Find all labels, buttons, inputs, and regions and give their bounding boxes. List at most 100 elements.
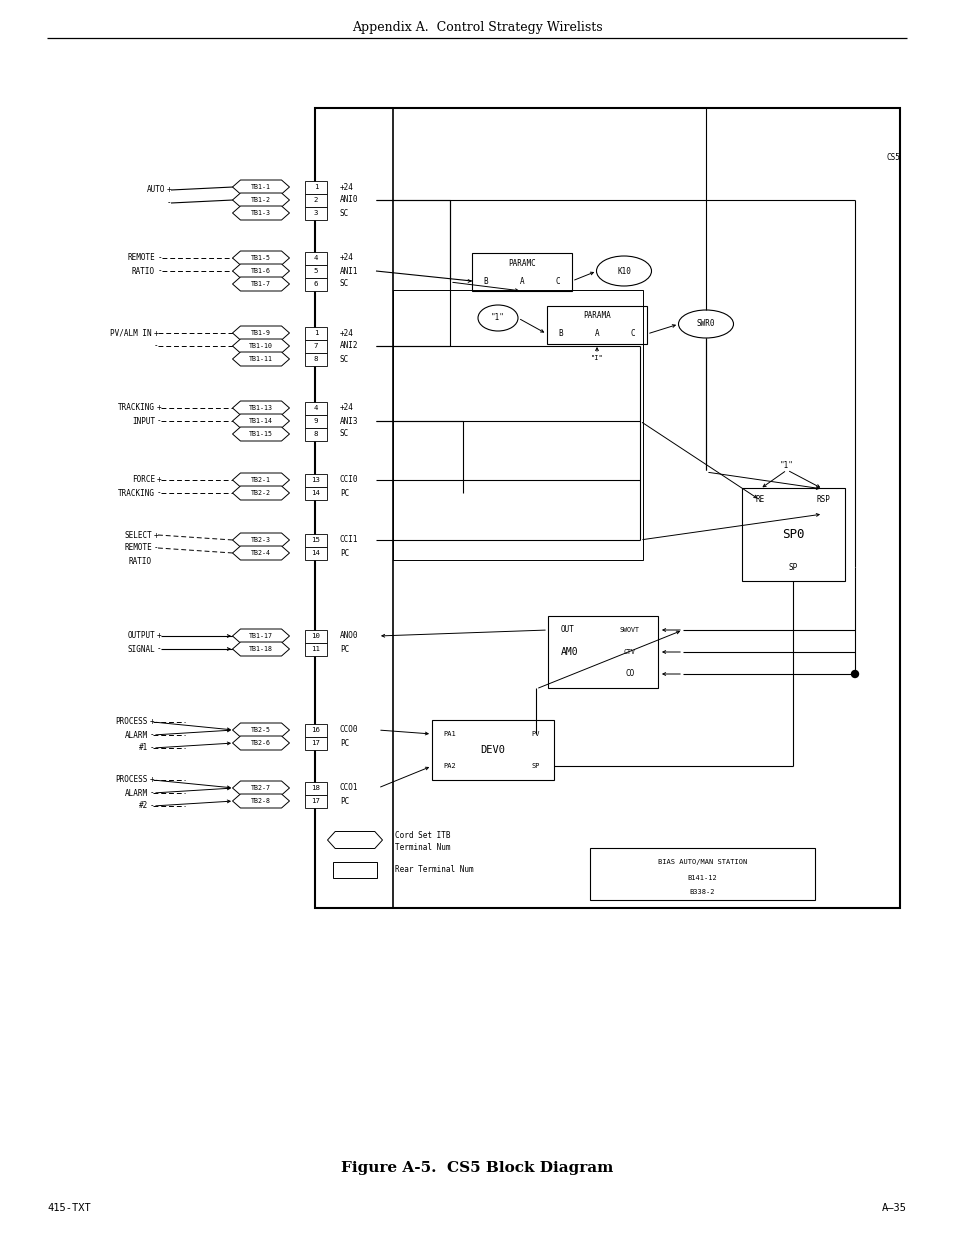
Text: SP: SP: [531, 763, 539, 769]
Polygon shape: [233, 401, 289, 415]
Text: 11: 11: [312, 646, 320, 652]
Ellipse shape: [678, 310, 733, 338]
Text: 7: 7: [314, 343, 318, 350]
Text: RE: RE: [755, 495, 763, 505]
Text: Appendix A.  Control Strategy Wirelists: Appendix A. Control Strategy Wirelists: [352, 21, 601, 35]
Text: +24: +24: [339, 404, 354, 412]
Text: TB1-1: TB1-1: [251, 184, 271, 190]
Text: 14: 14: [312, 550, 320, 556]
Polygon shape: [233, 534, 289, 547]
Text: -: -: [150, 788, 154, 798]
Text: B338-2: B338-2: [689, 889, 715, 895]
Text: ANI1: ANI1: [339, 267, 358, 275]
Bar: [305, 795, 327, 808]
Text: 13: 13: [312, 477, 320, 483]
Text: TB1-9: TB1-9: [251, 330, 271, 336]
Text: CCI1: CCI1: [339, 536, 358, 545]
Text: TB1-6: TB1-6: [251, 268, 271, 274]
Text: 18: 18: [312, 785, 320, 790]
Text: 10: 10: [312, 634, 320, 638]
Text: B141-12: B141-12: [687, 876, 717, 881]
Bar: [305, 487, 327, 500]
Text: C: C: [630, 330, 635, 338]
Text: 6: 6: [314, 282, 318, 287]
Text: 5: 5: [314, 268, 318, 274]
Polygon shape: [233, 414, 289, 429]
Text: ANO0: ANO0: [339, 631, 358, 641]
Text: BIAS AUTO/MAN STATION: BIAS AUTO/MAN STATION: [658, 860, 746, 864]
Text: TRACKING: TRACKING: [118, 404, 154, 412]
Text: INPUT: INPUT: [132, 416, 154, 426]
Text: TB1-3: TB1-3: [251, 210, 271, 216]
Text: SWOVT: SWOVT: [619, 627, 639, 634]
Text: ANI3: ANI3: [339, 416, 358, 426]
Text: +24: +24: [339, 253, 354, 263]
Bar: [305, 266, 327, 278]
Text: CCO1: CCO1: [339, 783, 358, 793]
Text: +24: +24: [339, 183, 354, 191]
Text: CS5: CS5: [885, 153, 899, 163]
Text: 4: 4: [314, 405, 318, 411]
Text: Figure A-5.  CS5 Block Diagram: Figure A-5. CS5 Block Diagram: [340, 1161, 613, 1174]
Text: "1": "1": [780, 462, 793, 471]
Text: TB2-6: TB2-6: [251, 740, 271, 746]
Text: 415-TXT: 415-TXT: [47, 1203, 91, 1213]
Text: PC: PC: [339, 645, 349, 653]
Text: +: +: [157, 404, 161, 412]
Text: PC: PC: [339, 739, 349, 747]
Bar: [589, 848, 814, 900]
Text: SC: SC: [339, 430, 349, 438]
Bar: [314, 107, 899, 908]
Polygon shape: [233, 277, 289, 291]
Text: PARAMC: PARAMC: [508, 258, 536, 268]
Bar: [305, 643, 327, 656]
Text: AUTO: AUTO: [147, 185, 165, 194]
Text: RSP: RSP: [815, 495, 829, 505]
Text: RATIO: RATIO: [129, 557, 152, 566]
Polygon shape: [233, 736, 289, 750]
Text: +: +: [157, 631, 161, 641]
Text: -: -: [153, 543, 158, 552]
Text: REMOTE: REMOTE: [124, 543, 152, 552]
Text: C: C: [555, 277, 559, 285]
Text: TB1-18: TB1-18: [249, 646, 273, 652]
Text: -: -: [157, 489, 161, 498]
Text: TB1-5: TB1-5: [251, 254, 271, 261]
Text: Cord Set ITB: Cord Set ITB: [395, 830, 450, 840]
Bar: [305, 403, 327, 415]
Text: OUTPUT: OUTPUT: [127, 631, 154, 641]
Text: CTV: CTV: [623, 650, 636, 655]
Bar: [546, 306, 646, 345]
Text: OUT: OUT: [560, 625, 575, 635]
Polygon shape: [327, 831, 382, 848]
Text: PC: PC: [339, 489, 349, 498]
Bar: [305, 547, 327, 559]
Text: TB1-10: TB1-10: [249, 343, 273, 350]
Text: SC: SC: [339, 354, 349, 363]
Text: TB2-1: TB2-1: [251, 477, 271, 483]
Polygon shape: [233, 794, 289, 808]
Text: SC: SC: [339, 279, 349, 289]
Text: TB1-17: TB1-17: [249, 634, 273, 638]
Text: TB1-11: TB1-11: [249, 356, 273, 362]
Text: TB1-7: TB1-7: [251, 282, 271, 287]
Polygon shape: [233, 193, 289, 207]
Bar: [305, 194, 327, 207]
Text: -: -: [158, 267, 162, 275]
Bar: [305, 353, 327, 366]
Text: "1": "1": [491, 314, 504, 322]
Text: PROCESS: PROCESS: [115, 776, 148, 784]
Text: -: -: [157, 645, 161, 653]
Polygon shape: [233, 722, 289, 737]
Text: DEV0: DEV0: [480, 745, 505, 755]
Text: REMOTE: REMOTE: [127, 253, 154, 263]
Text: SIGNAL: SIGNAL: [127, 645, 154, 653]
Polygon shape: [233, 180, 289, 194]
Text: TB2-5: TB2-5: [251, 727, 271, 734]
Polygon shape: [233, 352, 289, 366]
Text: RATIO: RATIO: [132, 267, 154, 275]
Text: -: -: [150, 802, 154, 810]
Bar: [432, 720, 554, 781]
Polygon shape: [233, 642, 289, 656]
Ellipse shape: [477, 305, 517, 331]
